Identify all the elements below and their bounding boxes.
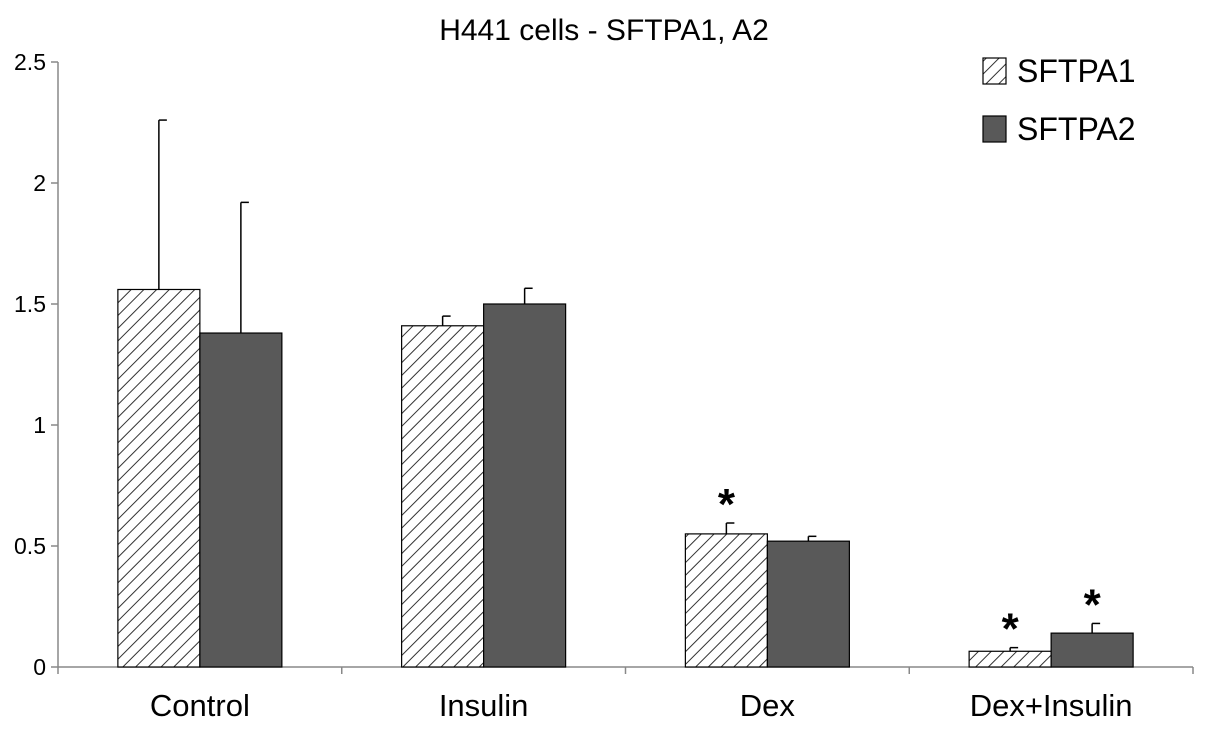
legend-label-sftpa1: SFTPA1 xyxy=(1017,53,1136,89)
y-tick-label: 1.5 xyxy=(14,291,46,317)
bar-sftpa2 xyxy=(483,303,567,668)
legend-swatch-sftpa2 xyxy=(982,115,1007,143)
y-tick-label: 0 xyxy=(33,654,46,680)
bar-sftpa1 xyxy=(401,325,485,668)
chart-title: H441 cells - SFTPA1, A2 xyxy=(439,14,769,47)
significance-markers: * * * xyxy=(718,480,1102,654)
y-tick-label: 2 xyxy=(33,170,46,196)
legend: SFTPA1 SFTPA2 xyxy=(982,53,1136,147)
x-tick-label: Dex+Insulin xyxy=(970,688,1133,723)
bar-sftpa2 xyxy=(199,332,283,668)
significance-asterisk: * xyxy=(1084,580,1102,629)
x-tick-label: Control xyxy=(150,688,250,723)
significance-asterisk: * xyxy=(1002,605,1020,654)
bar-sftpa2 xyxy=(1050,632,1134,668)
x-tick-label: Insulin xyxy=(439,688,529,723)
x-tick-label: Dex xyxy=(740,688,796,723)
y-tick-label: 0.5 xyxy=(14,533,46,559)
significance-asterisk: * xyxy=(718,480,736,529)
y-tick-label: 2.5 xyxy=(14,49,46,75)
bars xyxy=(117,288,1134,668)
legend-swatch-sftpa1 xyxy=(982,57,1007,85)
error-bars xyxy=(158,119,1101,652)
bar-sftpa2 xyxy=(766,540,850,668)
bar-sftpa1 xyxy=(684,533,768,668)
legend-label-sftpa2: SFTPA2 xyxy=(1017,111,1136,147)
y-tick-label: 1 xyxy=(33,412,46,438)
axes: 0 0.5 1 1.5 2 2.5 Control Insulin Dex Dex+Insulin xyxy=(14,49,1194,723)
bar-sftpa1 xyxy=(117,288,201,668)
